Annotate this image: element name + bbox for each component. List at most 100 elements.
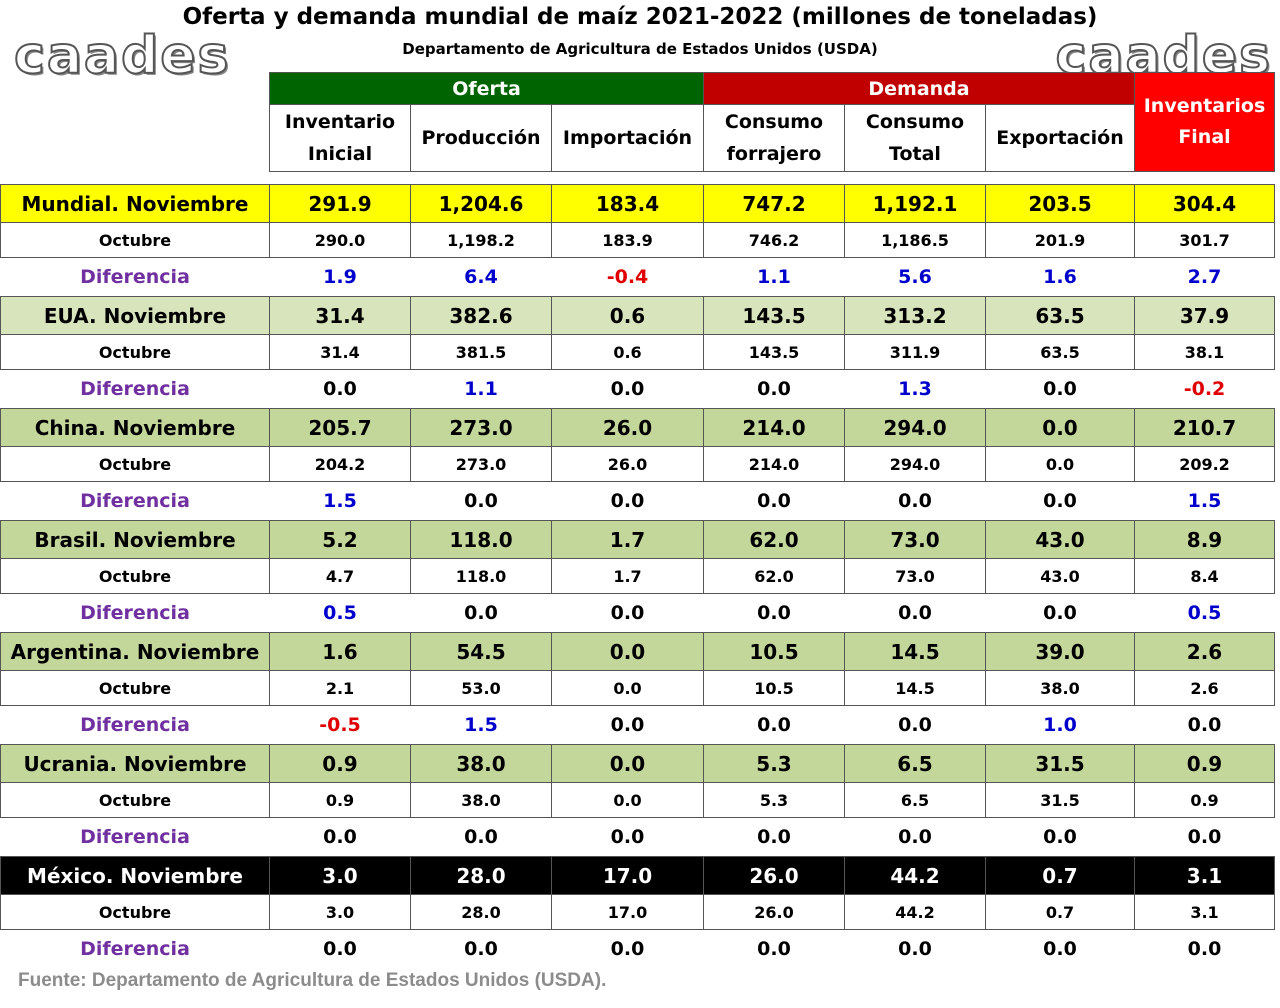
value-cell: 0.0 xyxy=(551,632,704,671)
value-cell: 294.0 xyxy=(844,408,986,447)
column-header-line: Inventarios xyxy=(1143,95,1266,117)
value-cell: 1,204.6 xyxy=(410,184,552,223)
value-cell: 8.4 xyxy=(1134,558,1275,594)
row-label: Octubre xyxy=(0,334,270,370)
value-cell: 14.5 xyxy=(844,670,986,706)
row-label: Diferencia xyxy=(80,490,190,512)
column-header-line: Producción xyxy=(421,127,541,149)
value-cell: 203.5 xyxy=(985,184,1135,223)
header-group-row: Oferta Demanda Inventarios Final xyxy=(1,72,1275,172)
diff-cell: 0.0 xyxy=(464,490,498,512)
row-label: Brasil. Noviembre xyxy=(0,520,270,559)
table-row-noviembre: México. Noviembre 3.0 28.0 17.0 26.0 44.2 0.7 3… xyxy=(0,856,1275,895)
caades-logo-left: caades xyxy=(13,25,231,87)
diff-cell: 0.0 xyxy=(323,378,357,400)
value-cell: 311.9 xyxy=(844,334,986,370)
column-header-line: Consumo xyxy=(724,111,824,133)
table-row-diferencia: Diferencia 1.9 6.4 -0.4 1.1 5.6 1.6 2.7 xyxy=(1,258,1275,297)
diff-cell: 1.5 xyxy=(323,490,357,512)
value-cell: 0.0 xyxy=(551,670,704,706)
diff-cell: 1.5 xyxy=(464,714,498,736)
value-cell: 26.0 xyxy=(551,408,704,447)
value-cell: 28.0 xyxy=(410,856,552,895)
table-row-diferencia: Diferencia -0.5 1.5 0.0 0.0 0.0 1.0 0.0 xyxy=(1,706,1275,745)
value-cell: 73.0 xyxy=(844,520,986,559)
value-cell: 38.0 xyxy=(410,744,552,783)
chart-title: Oferta y demanda mundial de maíz 2021-20… xyxy=(182,4,1098,30)
table-row-octubre: Octubre 204.2 273.0 26.0 214.0 294.0 0.0 209.2 xyxy=(0,446,1275,482)
diff-cell: 0.0 xyxy=(1043,602,1077,624)
value-cell: 0.7 xyxy=(985,894,1135,930)
table-row-diferencia: Diferencia 0.0 1.1 0.0 0.0 1.3 0.0 -0.2 xyxy=(1,370,1275,409)
diff-cell: 0.0 xyxy=(1043,378,1077,400)
value-cell: 10.5 xyxy=(703,670,845,706)
row-label: México. Noviembre xyxy=(0,856,270,895)
diff-cell: 0.0 xyxy=(757,714,791,736)
column-header: Exportación xyxy=(985,104,1135,172)
row-label: Diferencia xyxy=(80,378,190,400)
value-cell: 39.0 xyxy=(985,632,1135,671)
value-cell: 2.1 xyxy=(269,670,411,706)
value-cell: 0.9 xyxy=(269,782,411,818)
group-header-demanda: Demanda xyxy=(703,72,1135,105)
value-cell: 3.0 xyxy=(269,894,411,930)
diff-cell: 0.0 xyxy=(610,714,645,736)
value-cell: 10.5 xyxy=(703,632,845,671)
table-row-noviembre: EUA. Noviembre 31.4 382.6 0.6 143.5 313.2 63.5… xyxy=(0,296,1275,335)
diff-cell: -0.2 xyxy=(1183,378,1226,400)
value-cell: 214.0 xyxy=(703,408,845,447)
value-cell: 31.4 xyxy=(269,296,411,335)
diff-cell: 0.0 xyxy=(610,826,645,848)
value-cell: 43.0 xyxy=(985,520,1135,559)
value-cell: 0.9 xyxy=(1134,744,1275,783)
table-row-noviembre: Brasil. Noviembre 5.2 118.0 1.7 62.0 73.0 43.0… xyxy=(0,520,1275,559)
value-cell: 2.6 xyxy=(1134,670,1275,706)
table-row-octubre: Octubre 2.1 53.0 0.0 10.5 14.5 38.0 2.6 xyxy=(0,670,1275,706)
column-header: Consumo forrajero xyxy=(703,104,845,172)
value-cell: 0.9 xyxy=(1134,782,1275,818)
value-cell: 6.5 xyxy=(844,782,986,818)
table-row-noviembre: Ucrania. Noviembre 0.9 38.0 0.0 5.3 6.5 31.5 0.… xyxy=(0,744,1275,783)
table-row-octubre: Octubre 3.0 28.0 17.0 26.0 44.2 0.7 3.1 xyxy=(0,894,1275,930)
diff-cell: 0.0 xyxy=(757,490,791,512)
value-cell: 0.0 xyxy=(985,446,1135,482)
table-row-octubre: Octubre 31.4 381.5 0.6 143.5 311.9 63.5 38.1 xyxy=(0,334,1275,370)
row-label: Argentina. Noviembre xyxy=(0,632,270,671)
value-cell: 301.7 xyxy=(1134,222,1275,258)
diff-cell: 0.0 xyxy=(610,938,645,960)
value-cell: 62.0 xyxy=(703,558,845,594)
value-cell: 0.7 xyxy=(985,856,1135,895)
value-cell: 44.2 xyxy=(844,856,986,895)
value-cell: 381.5 xyxy=(410,334,552,370)
value-cell: 43.0 xyxy=(985,558,1135,594)
value-cell: 118.0 xyxy=(410,520,552,559)
value-cell: 31.5 xyxy=(985,744,1135,783)
value-cell: 8.9 xyxy=(1134,520,1275,559)
diff-cell: 0.0 xyxy=(898,826,932,848)
value-cell: 0.6 xyxy=(551,296,704,335)
table-row-diferencia: Diferencia 0.0 0.0 0.0 0.0 0.0 0.0 0.0 xyxy=(1,818,1275,857)
value-cell: 294.0 xyxy=(844,446,986,482)
diff-cell: -0.4 xyxy=(606,266,649,288)
diff-cell: -0.5 xyxy=(319,714,361,736)
value-cell: 2.6 xyxy=(1134,632,1275,671)
column-header-line: Total xyxy=(889,143,941,165)
diff-cell: 0.0 xyxy=(1187,938,1222,960)
table-row-noviembre: Mundial. Noviembre 291.9 1,204.6 183.4 747.2… xyxy=(0,184,1275,223)
value-cell: 3.1 xyxy=(1134,894,1275,930)
diff-cell: 1.1 xyxy=(757,266,791,288)
column-header-inventarios-final: Inventarios Final xyxy=(1134,72,1275,172)
diff-cell: 0.0 xyxy=(1043,490,1077,512)
value-cell: 5.3 xyxy=(703,744,845,783)
row-label: Octubre xyxy=(0,894,270,930)
value-cell: 304.4 xyxy=(1134,184,1275,223)
diff-cell: 0.0 xyxy=(323,826,357,848)
column-header-line: Final xyxy=(1178,126,1231,148)
diff-cell: 1.3 xyxy=(898,378,932,400)
diff-cell: 0.0 xyxy=(464,826,498,848)
row-label: Octubre xyxy=(0,222,270,258)
value-cell: 54.5 xyxy=(410,632,552,671)
value-cell: 5.3 xyxy=(703,782,845,818)
value-cell: 17.0 xyxy=(551,894,704,930)
value-cell: 183.4 xyxy=(551,184,704,223)
